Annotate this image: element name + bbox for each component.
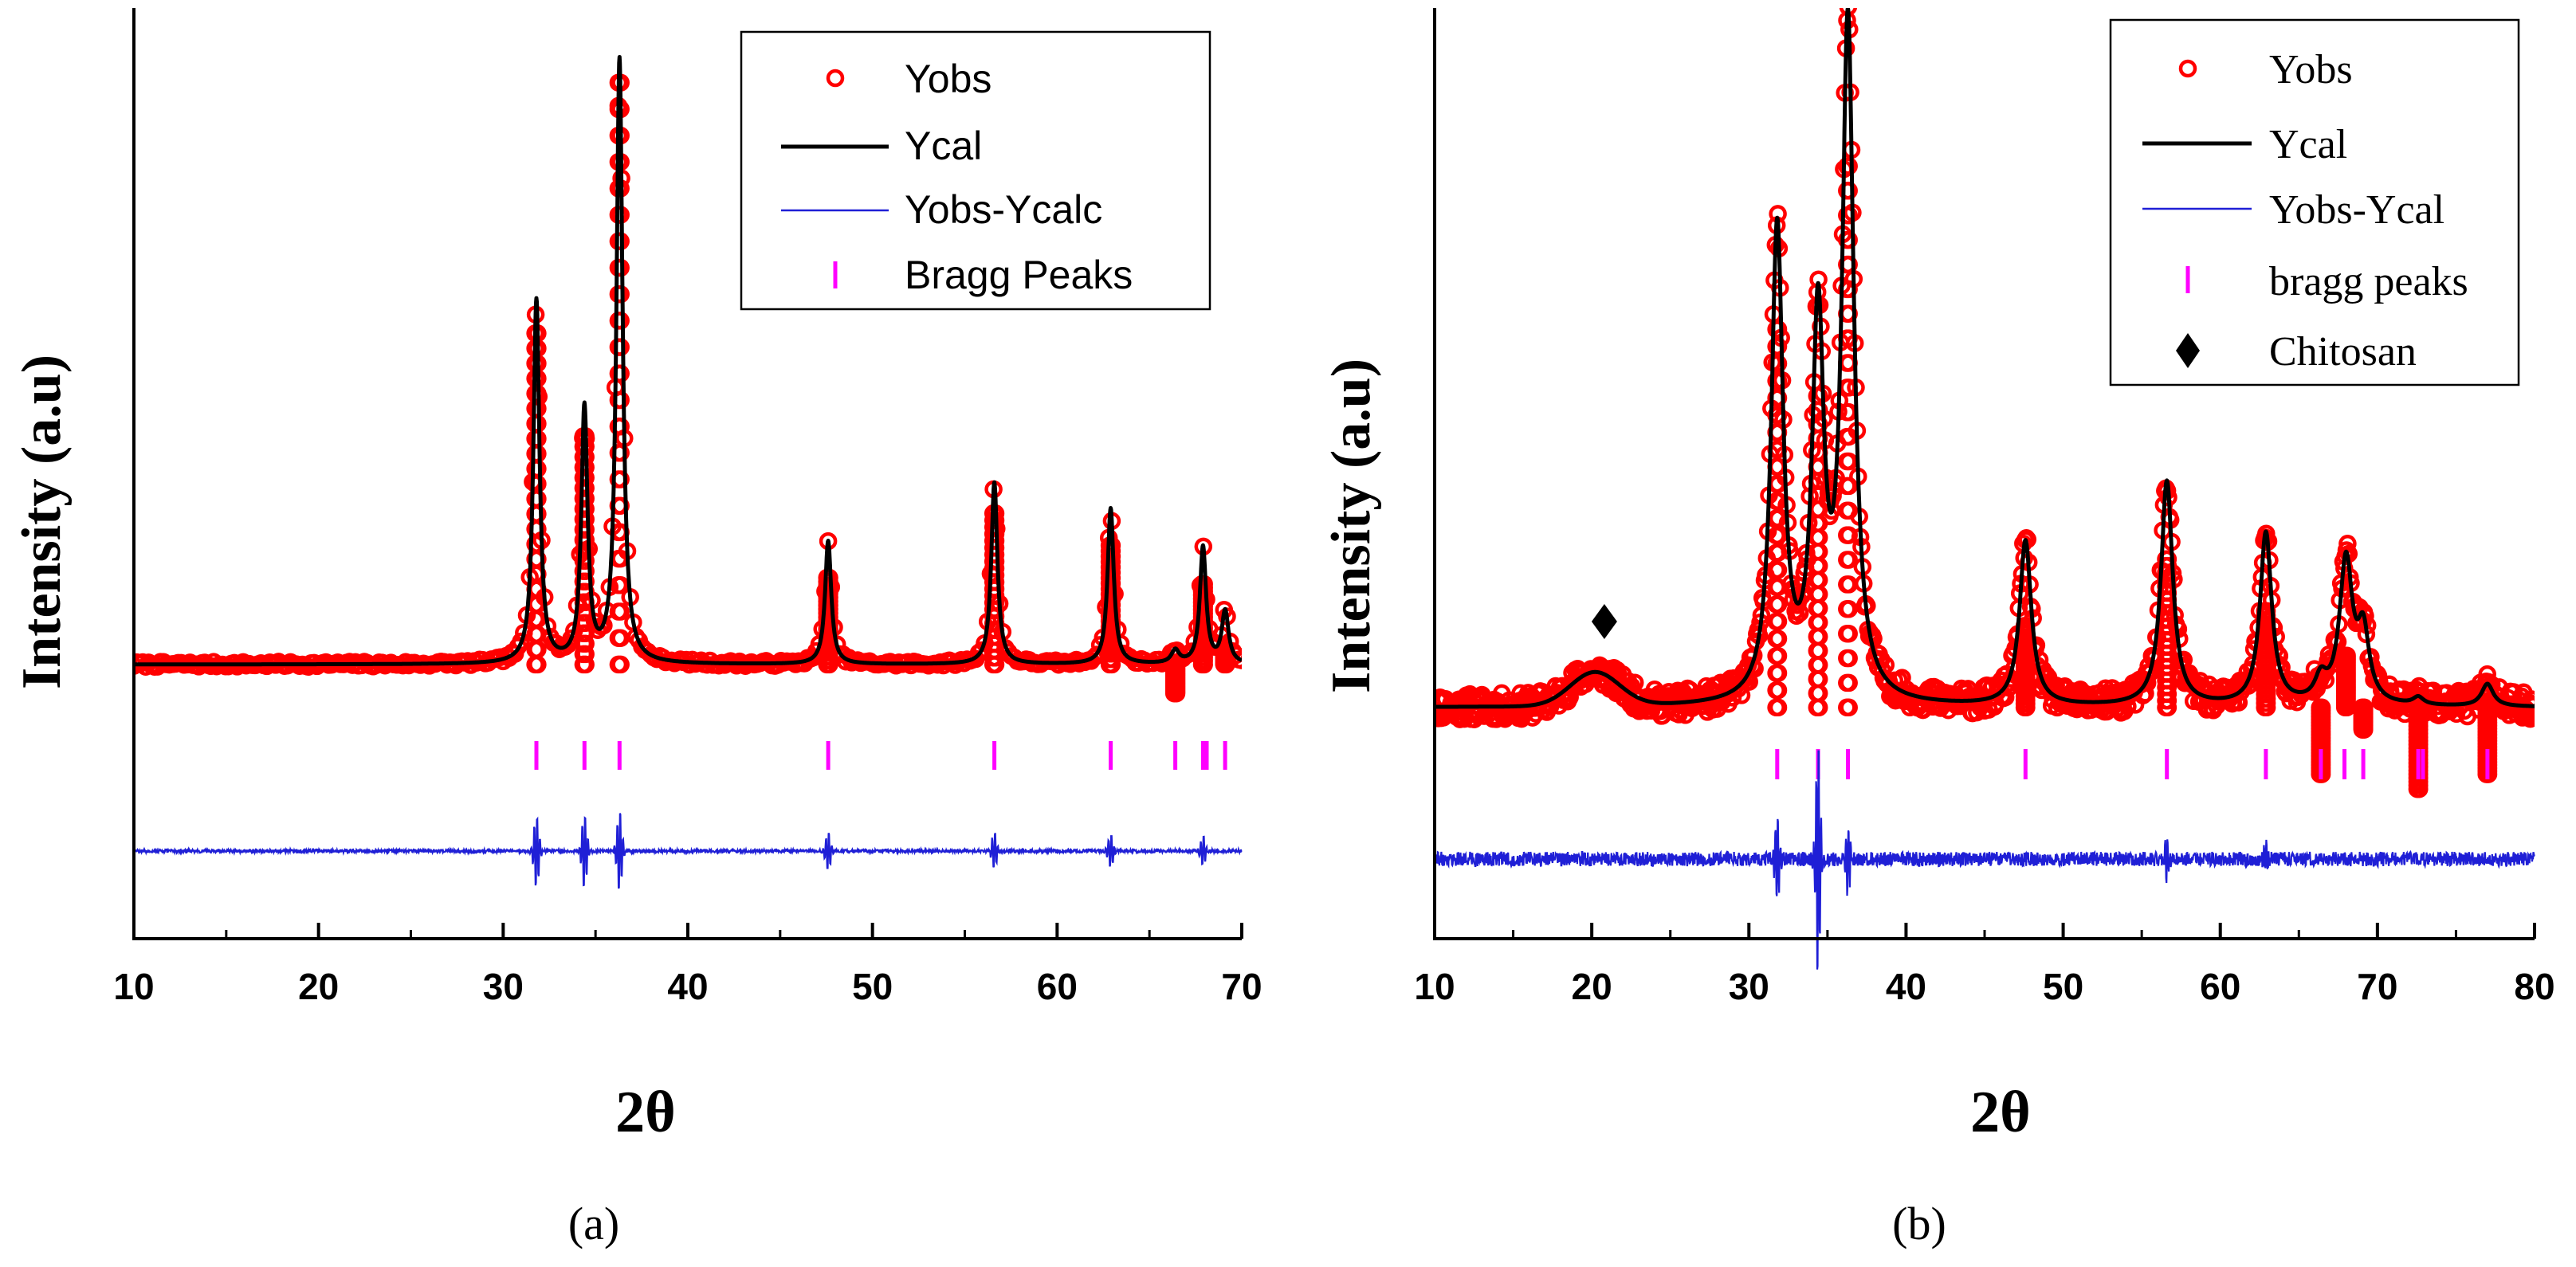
yobs-point [1840,600,1858,618]
yobs-point [576,634,595,653]
panel-b-legend-box [2109,18,2520,386]
yobs-point [1769,526,1788,545]
x-tick-label: 70 [1221,966,1262,1007]
yobs-point [1769,664,1788,682]
yobs-point [2338,646,2356,665]
legend-yobs-marker [826,69,845,88]
legend-yobs-marker [2178,59,2197,78]
yobs-point [611,338,630,356]
x-tick-label: 40 [667,966,708,1007]
yobs-point [2410,779,2429,798]
x-tick-label: 10 [113,966,154,1007]
legend-ycal-label: Ycal [905,124,982,168]
x-tick-label: 60 [1037,966,1078,1007]
yobs-point [1769,681,1788,700]
yobs-point [1840,649,1858,668]
yobs-point [611,655,630,674]
panel-b-legend: Yobs Ycal Yobs-Ycal bragg peaks Chitosan [2109,18,2520,386]
yobs-point [1840,673,1858,692]
x-tick-label: 50 [2043,966,2083,1007]
yobs-point [611,629,630,647]
panel-b-x-axis-label: 2θ [1970,1080,2031,1145]
x-tick-label: 70 [2357,966,2397,1007]
yobs-point [1769,543,1788,562]
x-tick-label: 20 [298,966,339,1007]
yobs-point [611,312,630,330]
panel-a-y-axis-label: Intensity (a.u) [11,355,73,689]
yobs-point [512,632,530,651]
yobs-point [1840,526,1858,544]
yobs-point [611,364,630,383]
legend-ycal-label: Ycal [2269,122,2347,167]
yobs-point [1840,157,1858,175]
panel-a-legend: Yobs Ycal Yobs-Ycalc Bragg Peaks [740,30,1211,311]
x-tick-label: 80 [2514,966,2554,1007]
legend-chitosan-label: Chitosan [2269,329,2417,375]
yobs-point [1840,477,1858,496]
x-tick-label: 10 [1414,966,1455,1007]
x-tick-label: 50 [852,966,893,1007]
chitosan-peak-marker [1591,604,1617,639]
yobs-point [576,510,595,528]
yobs-point [576,624,595,643]
yobs-point [2316,671,2335,689]
x-tick-label: 60 [2200,966,2240,1007]
yobs-point [1840,624,1858,643]
yobs-ycalc-series [132,813,1243,889]
yobs-point [1769,560,1788,579]
x-tick-label: 40 [1886,966,1926,1007]
legend-yobs-label: Yobs [2269,47,2353,92]
panel-b-y-axis-label: Intensity (a.u) [1321,359,1382,693]
panel-a-x-axis-label: 2θ [615,1080,676,1145]
yobs-point [1769,630,1788,648]
yobs-point [1769,698,1788,717]
panel-a-label: (a) [568,1198,619,1249]
yobs-point [1840,575,1858,594]
yobs-point [1840,551,1858,569]
yobs-point [576,614,595,633]
yobs-point [1167,684,1186,703]
panel-b-label: (b) [1892,1198,1946,1249]
panel-a-legend-box [740,30,1211,311]
legend-diff-label: Yobs-Ycal [2269,187,2444,233]
yobs-point [1769,595,1788,614]
legend-bragg-label: Bragg Peaks [905,253,1133,297]
yobs-point [1769,646,1788,665]
yobs-point [2525,708,2535,727]
yobs-point [576,655,595,674]
panel-a: 10 20 30 40 50 60 70 Intensity (a.u) 2θ (a) Yo… [11,8,1262,1249]
yobs-point [2355,720,2374,739]
ycal-series [1435,8,2535,709]
yobs-point [576,520,595,539]
yobs-ycalc-series [1433,750,2535,970]
chitosan-diamond-icon [2176,333,2200,368]
x-tick-label: 20 [1572,966,1612,1007]
yobs-point [576,645,595,664]
legend-yobs-label: Yobs [905,57,992,101]
panel-b-plot-area [1433,8,2535,970]
panel-a-axes: 10 20 30 40 50 60 70 [113,8,1262,1007]
panel-a-plot-area [132,55,1243,889]
yobs-point [1769,320,1788,339]
panel-b: 10 20 30 40 50 60 70 80 Intensity (a.u) 2θ (b) … [1321,8,2555,1249]
legend-bragg-label: bragg peaks [2269,259,2468,304]
yobs-point [1840,698,1858,717]
ycal-series [134,55,1242,667]
yobs-point [1790,603,1809,622]
legend-diff-label: Yobs-Ycalc [905,187,1102,232]
yobs-point [611,602,630,621]
x-tick-label: 30 [483,966,524,1007]
panel-b-axes: 10 20 30 40 50 60 70 80 [1414,8,2555,1007]
yobs-series [1435,8,2535,798]
yobs-point [576,531,595,549]
yobs-point [2229,693,2248,712]
yobs-point [1769,578,1788,597]
x-tick-label: 30 [1729,966,1769,1007]
yobs-point [1840,501,1858,520]
yobs-point [1769,612,1788,631]
